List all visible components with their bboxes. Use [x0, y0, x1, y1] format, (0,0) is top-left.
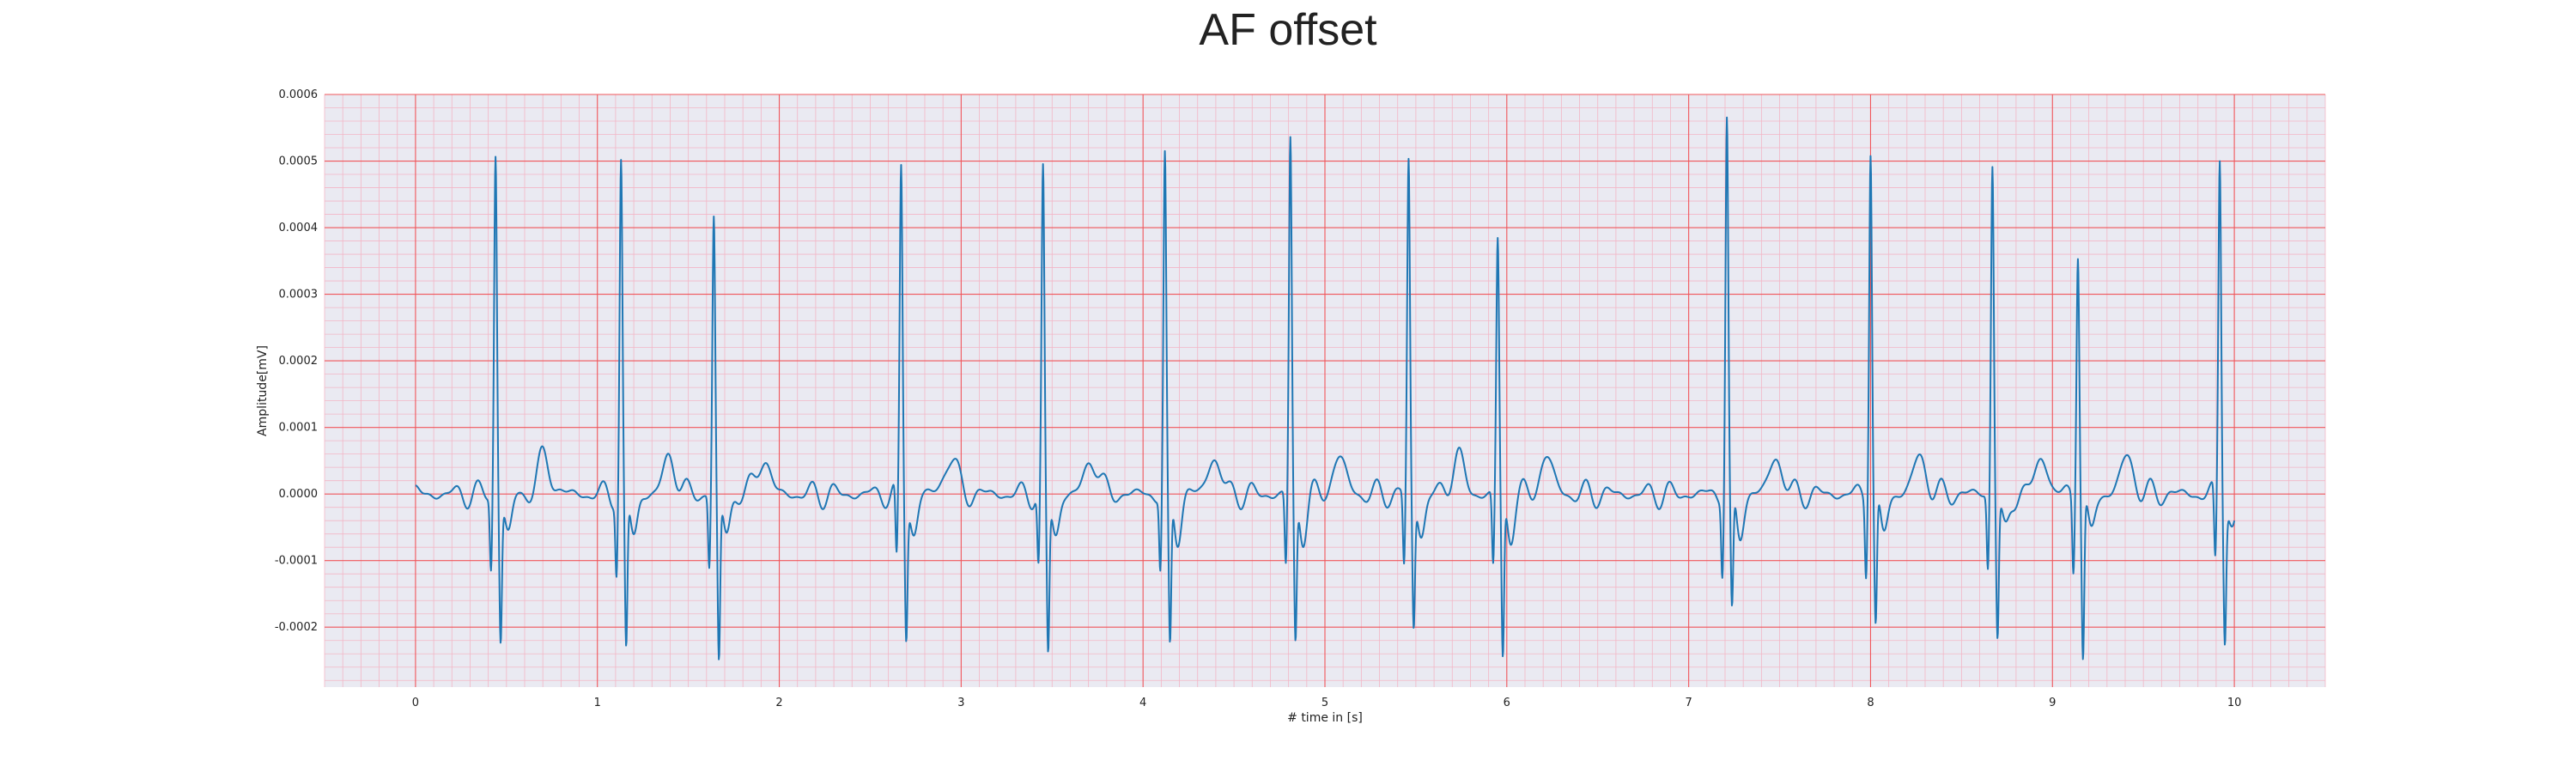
x-tick-label: 6 — [1504, 697, 1510, 709]
y-tick-labels: -0.0002 -0.0001 0.0000 0.0001 0.0002 0.0003 0.… — [275, 88, 318, 634]
x-tick-label: 5 — [1321, 697, 1328, 709]
y-tick-label: 0.0002 — [279, 355, 319, 368]
y-tick-label: -0.0002 — [275, 621, 318, 634]
x-tick-label: 2 — [775, 697, 782, 709]
x-tick-label: 1 — [594, 697, 601, 709]
y-tick-label: 0.0004 — [279, 222, 319, 234]
x-tick-label: 9 — [2049, 697, 2056, 709]
y-tick-label: 0.0003 — [279, 289, 319, 301]
x-tick-label: 8 — [1867, 697, 1874, 709]
x-tick-label: 10 — [2227, 697, 2242, 709]
series-line — [415, 116, 2236, 660]
y-tick-label: 0.0000 — [279, 488, 319, 501]
x-tick-label: 4 — [1139, 697, 1146, 709]
y-tick-label: -0.0001 — [275, 555, 318, 568]
ecg-series — [415, 116, 2236, 660]
y-tick-label: 0.0006 — [279, 88, 319, 101]
major-grid — [325, 94, 2325, 687]
x-tick-label: 3 — [957, 697, 964, 709]
y-axis-label: Amplitude[mV] — [256, 345, 270, 436]
x-tick-label: 7 — [1685, 697, 1692, 709]
x-tick-label: 0 — [412, 697, 419, 709]
chart-title: AF offset — [1199, 5, 1377, 55]
y-tick-label: 0.0005 — [279, 155, 319, 168]
x-tick-labels: 0 1 2 3 4 5 6 7 8 9 10 — [412, 697, 2242, 709]
y-tick-label: 0.0001 — [279, 422, 319, 435]
x-axis-label: # time in [s] — [1287, 711, 1363, 725]
